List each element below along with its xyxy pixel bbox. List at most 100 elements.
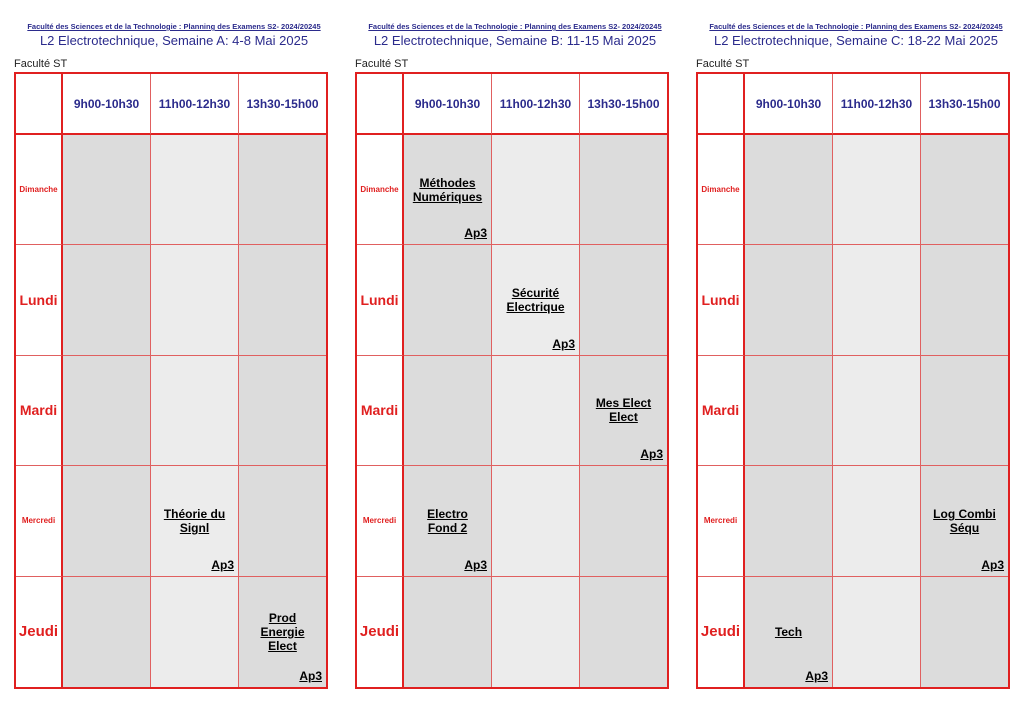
faculty-label: Faculté ST: [14, 58, 68, 70]
schedule-cell: [921, 355, 1008, 467]
schedule-grid: 9h00-10h30 11h00-12h30 13h30-15h00 Dimanche…: [14, 72, 328, 689]
grid-corner: [698, 74, 745, 135]
exam-room: Ap3: [299, 669, 322, 683]
exam-subject-line: Log Combi: [933, 506, 996, 521]
schedule-cell: [492, 576, 580, 687]
faculty-header-line: Faculté des Sciences et de la Technologi…: [709, 22, 1003, 31]
exam-subject-line: Signl: [179, 520, 210, 535]
exam-subject-line: Théorie du: [163, 506, 226, 521]
exam-subject-line: Mes Elect: [595, 396, 652, 411]
time-slot-header: 13h30-15h00: [239, 74, 326, 135]
schedule-cell: [151, 355, 239, 467]
day-label: Mardi: [698, 355, 745, 467]
exam-room: Ap3: [552, 336, 575, 351]
grid-corner: [357, 74, 404, 135]
schedule-cell: [239, 245, 326, 356]
faculty-label: Faculté ST: [355, 58, 409, 70]
exam-room: Ap3: [464, 557, 487, 572]
schedule-cell: Sécurité Electrique Ap3: [492, 245, 580, 356]
exam-subject-line: Elect: [268, 638, 297, 653]
schedule-cell: Prod Energie Elect Ap3: [239, 576, 326, 687]
schedule-cell: [63, 576, 151, 687]
schedule-cell: Tech Ap3: [745, 576, 833, 687]
schedule-cell: [833, 576, 921, 687]
time-slot-header: 13h30-15h00: [921, 74, 1008, 135]
exam-subject: Prod Energie Elect: [239, 611, 326, 653]
day-label: Mercredi: [16, 466, 63, 577]
schedule-cell: [921, 135, 1008, 246]
schedule-cell: [833, 245, 921, 356]
schedule-grid: 9h00-10h30 11h00-12h30 13h30-15h00 Dimanche…: [355, 72, 669, 689]
time-slot-header: 13h30-15h00: [580, 74, 667, 135]
time-slot-header: 11h00-12h30: [833, 74, 921, 135]
exam-subject: Tech: [745, 625, 832, 639]
schedule-cell: [63, 245, 151, 356]
exam-subject-line: Tech: [774, 624, 803, 639]
time-slot-header: 11h00-12h30: [492, 74, 580, 135]
faculty-header-line: Faculté des Sciences et de la Technologi…: [368, 22, 662, 31]
faculty-label: Faculté ST: [696, 58, 750, 70]
schedule-cell: [833, 466, 921, 577]
day-label: Dimanche: [357, 135, 404, 246]
day-label: Mercredi: [698, 466, 745, 577]
day-label: Mardi: [357, 355, 404, 467]
schedule-cell: [151, 576, 239, 687]
schedule-cell: [239, 135, 326, 246]
schedule-cell: [833, 135, 921, 246]
schedule-cell: [492, 135, 580, 246]
schedule-cell: Méthodes Numériques Ap3: [404, 135, 492, 246]
exam-subject-line: Numériques: [412, 189, 483, 204]
exam-subject: Méthodes Numériques: [404, 176, 491, 204]
time-slot-header: 9h00-10h30: [63, 74, 151, 135]
exam-subject-line: Electrique: [506, 300, 565, 315]
schedule-cell: [239, 355, 326, 467]
exam-subject: Sécurité Electrique: [492, 286, 579, 314]
schedule-cell: [580, 576, 667, 687]
day-label: Dimanche: [698, 135, 745, 246]
time-slot-header: 9h00-10h30: [745, 74, 833, 135]
schedule-cell: [492, 466, 580, 577]
schedule-cell: [580, 135, 667, 246]
exam-subject-line: Fond 2: [427, 520, 468, 535]
exam-subject: Mes Elect Elect: [580, 396, 667, 424]
exam-subject-line: Prod: [268, 610, 297, 625]
exam-subject-line: Sécurité: [511, 286, 560, 301]
day-label: Jeudi: [357, 576, 404, 687]
exam-subject-line: Séqu: [949, 520, 980, 535]
exam-room: Ap3: [805, 669, 828, 683]
schedule-cell: [921, 245, 1008, 356]
exam-subject-line: Méthodes: [419, 175, 476, 190]
schedule-cell: [239, 466, 326, 577]
schedule-cell: [151, 135, 239, 246]
exam-room: Ap3: [640, 447, 663, 462]
schedule-cell: [921, 576, 1008, 687]
exam-subject-line: Electro: [427, 506, 468, 521]
schedule-cell: Mes Elect Elect Ap3: [580, 355, 667, 467]
schedule-cell: [745, 245, 833, 356]
day-label: Lundi: [698, 245, 745, 356]
schedule-cell: [404, 576, 492, 687]
day-label: Jeudi: [698, 576, 745, 687]
exam-subject-line: Energie: [260, 624, 305, 639]
schedule-cell: [745, 355, 833, 467]
week-title: L2 Electrotechnique, Semaine B: 11-15 Ma…: [373, 33, 657, 48]
schedule-grid: 9h00-10h30 11h00-12h30 13h30-15h00 Dimanche…: [696, 72, 1010, 689]
exam-room: Ap3: [464, 226, 487, 241]
schedule-cell: [745, 135, 833, 246]
day-label: Lundi: [16, 245, 63, 356]
week-title: L2 Electrotechnique, Semaine A: 4-8 Mai …: [39, 33, 309, 48]
exam-room: Ap3: [211, 557, 234, 572]
exam-subject: Théorie du Signl: [151, 507, 238, 535]
schedule-cell: Electro Fond 2 Ap3: [404, 466, 492, 577]
schedule-cell: [580, 466, 667, 577]
schedule-cell: [404, 245, 492, 356]
schedule-cell: [745, 466, 833, 577]
time-slot-header: 11h00-12h30: [151, 74, 239, 135]
schedule-cell: [833, 355, 921, 467]
day-label: Lundi: [357, 245, 404, 356]
schedule-cell: [151, 245, 239, 356]
schedule-cell: [63, 466, 151, 577]
exam-subject: Electro Fond 2: [404, 507, 491, 535]
exam-subject-line: Elect: [609, 410, 638, 425]
exam-room: Ap3: [981, 557, 1004, 572]
